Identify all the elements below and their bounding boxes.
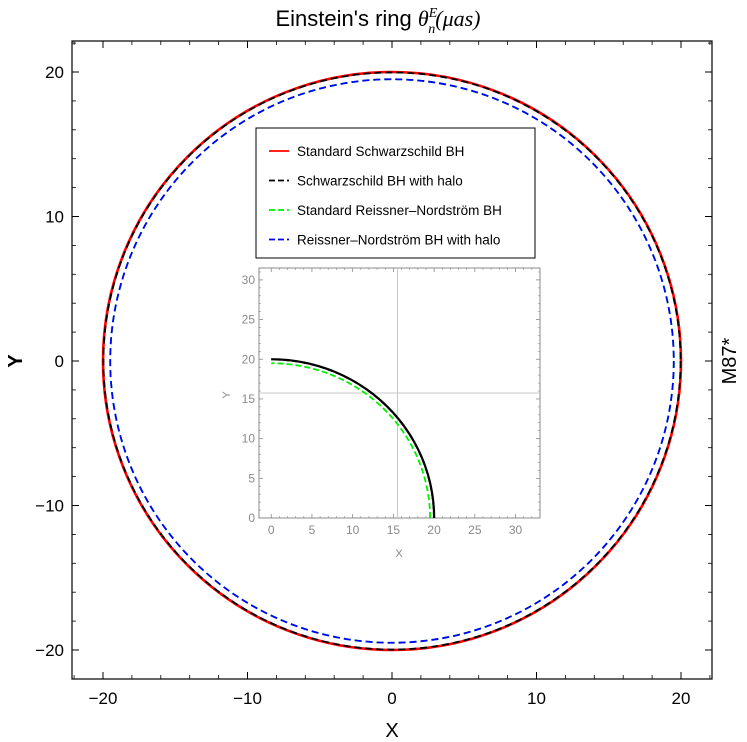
inset-y-tick-label: 25 — [242, 313, 256, 327]
inset-x-tick-label: 0 — [268, 523, 275, 537]
inset-x-tick-label: 5 — [309, 523, 316, 537]
x-tick-label: −10 — [233, 689, 262, 708]
inset-y-tick-label: 20 — [242, 352, 256, 366]
y-tick-label: 0 — [55, 352, 64, 371]
legend-label-4: Reissner–Nordström BH with halo — [297, 233, 500, 248]
legend: Standard Schwarzschild BH Schwarzschild B… — [255, 127, 536, 259]
x-axis-label: X — [385, 720, 398, 742]
inset-curves — [271, 358, 436, 519]
y-axis-label: Y — [5, 354, 27, 368]
chart-title: Einstein's ring θE n(μas) — [275, 6, 480, 37]
inset-arc-series-3 — [271, 362, 431, 519]
ring-series-2 — [102, 71, 682, 651]
inset-arc-series-2 — [271, 358, 435, 519]
inset-x-tick-label: 20 — [427, 523, 441, 537]
x-tick-label: 0 — [387, 689, 396, 708]
chart-title-text: Einstein's ring — [275, 6, 417, 31]
inset-axis-ticks: 0 5 10 15 20 25 30 0 5 10 15 20 25 30 — [242, 268, 540, 537]
y-tick-label: 20 — [45, 63, 64, 82]
inset-x-tick-label: 30 — [509, 523, 523, 537]
inset-y-tick-label: 10 — [242, 432, 256, 446]
title-unit: (μas) — [435, 6, 480, 31]
inset-x-tick-label: 15 — [387, 523, 401, 537]
y-tick-label: −10 — [35, 497, 64, 516]
inset-y-axis-label: Y — [221, 391, 233, 399]
inset-x-tick-label: 25 — [468, 523, 482, 537]
inset-y-tick-label: 0 — [248, 511, 255, 525]
title-subscript: n — [428, 22, 435, 37]
inset-y-tick-label: 30 — [242, 273, 256, 287]
title-theta: θ — [418, 6, 429, 31]
object-label: M87* — [719, 337, 741, 384]
y-tick-label: 10 — [45, 208, 64, 227]
inset-y-tick-label: 15 — [242, 392, 256, 406]
x-tick-label: 20 — [672, 689, 691, 708]
x-tick-label: 10 — [527, 689, 546, 708]
x-tick-label: −20 — [89, 689, 118, 708]
legend-label-2: Schwarzschild BH with halo — [297, 174, 463, 189]
ring-series-4 — [109, 78, 675, 644]
legend-box — [255, 127, 536, 259]
main-curves — [101, 70, 683, 652]
legend-label-1: Standard Schwarzschild BH — [297, 144, 464, 159]
inset-y-tick-label: 5 — [248, 471, 255, 485]
inset-x-axis-label: X — [395, 548, 403, 560]
legend-label-3: Standard Reissner–Nordström BH — [297, 203, 502, 218]
inset-plot: 0 5 10 15 20 25 30 0 5 10 15 20 25 30 X Y — [221, 267, 541, 560]
y-tick-label: −20 — [35, 641, 64, 660]
title-superscript: E — [428, 6, 438, 21]
inset-x-tick-label: 10 — [346, 523, 360, 537]
main-axis-ticks: −20 −10 0 10 20 −20 −10 0 10 20 — [35, 41, 712, 708]
